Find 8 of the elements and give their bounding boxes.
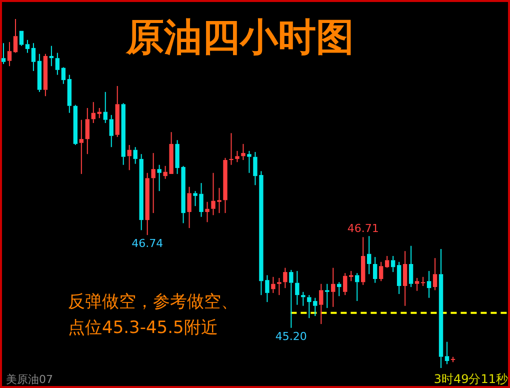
annotation: 点位45.3-45.5附近 <box>68 318 218 338</box>
annotation: 46.71 <box>347 222 379 236</box>
annotation: 46.74 <box>132 237 164 250</box>
annotation: 3时49分11秒 <box>434 372 508 386</box>
title: 原油四小时图 <box>126 15 354 59</box>
annotation: 反弹做空，参考做空、 <box>68 292 238 312</box>
annotation: 美原油07 <box>6 373 53 386</box>
annotation: 45.20 <box>275 330 307 343</box>
